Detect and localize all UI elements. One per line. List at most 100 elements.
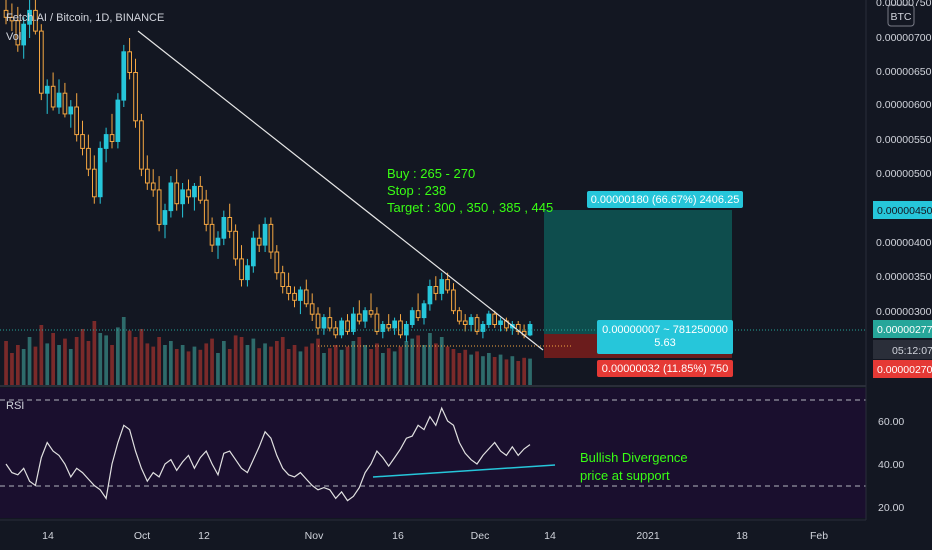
candle-body xyxy=(203,199,209,225)
rsi-divergence-line xyxy=(372,464,556,478)
time-tick: 16 xyxy=(392,530,404,542)
candle-body xyxy=(427,286,433,305)
candle-body xyxy=(315,313,321,329)
candle-body xyxy=(56,92,62,108)
time-tick: 14 xyxy=(544,530,556,542)
volume-bar xyxy=(169,341,173,385)
volume-bar xyxy=(239,337,244,385)
candle-body xyxy=(356,313,362,322)
volume-bar xyxy=(92,321,97,385)
candle-body xyxy=(139,120,144,170)
volume-bar xyxy=(322,353,326,385)
candle-body xyxy=(345,320,350,332)
volume-bar xyxy=(157,337,161,385)
time-tick: 2021 xyxy=(636,530,660,542)
rsi-line xyxy=(5,406,531,502)
volume-bar xyxy=(263,343,267,385)
risk-label: 0.00000032 (11.85%) 750 xyxy=(602,363,728,375)
volume-bar xyxy=(280,337,285,385)
volume-bar xyxy=(316,338,320,385)
volume-bar xyxy=(39,325,44,385)
volume-bar xyxy=(233,335,238,385)
time-axis-ticks: 14 Oct 12 Nov 16 Dec 14 2021 18 Feb xyxy=(42,530,828,542)
candle-body xyxy=(33,9,38,32)
volume-bar xyxy=(204,343,209,385)
candle-body xyxy=(92,168,97,198)
candle-body xyxy=(21,23,26,46)
candle-body xyxy=(415,310,421,319)
target-label-box xyxy=(587,191,743,208)
volume-bar xyxy=(428,333,432,385)
target-price-label-box xyxy=(873,201,932,219)
candle-body xyxy=(44,85,50,94)
volume-bar xyxy=(516,361,521,385)
volume-bar xyxy=(27,337,32,385)
price-tick: 0.00000650 xyxy=(876,66,932,78)
volume-bar xyxy=(269,346,273,385)
trend-line[interactable] xyxy=(137,30,544,351)
volume-bar xyxy=(339,349,344,385)
price-tick: 0.00000600 xyxy=(876,99,932,111)
volume-bar xyxy=(145,343,150,385)
volume-bar xyxy=(98,333,103,385)
candle-body xyxy=(251,237,256,267)
candle-body xyxy=(215,237,221,246)
trade-plan-stop: Stop : 238 xyxy=(387,183,446,198)
currency-badge[interactable] xyxy=(887,4,915,27)
rsi-note-line2: price at support xyxy=(580,468,670,483)
price-tick: 0.00000750 xyxy=(876,0,932,9)
volume-bar xyxy=(68,349,73,385)
time-tick: 14 xyxy=(42,530,54,542)
candle-body xyxy=(115,99,121,142)
volume-bar xyxy=(63,338,67,385)
candle-body xyxy=(351,313,356,332)
candle-body xyxy=(451,289,456,312)
target-label: 0.00000180 (66.67%) 2406.25 xyxy=(591,194,740,206)
volume-bar xyxy=(245,345,250,385)
candle-body xyxy=(256,237,262,246)
volume-bar xyxy=(398,346,403,385)
volume-bar xyxy=(21,349,26,385)
candle-body xyxy=(462,320,468,325)
countdown-box xyxy=(873,340,932,359)
risk-label-box xyxy=(597,360,733,377)
volume-bar xyxy=(227,349,232,385)
candle-body xyxy=(339,320,344,336)
candle-body xyxy=(133,72,138,122)
volume-bar xyxy=(328,348,332,385)
candle-body xyxy=(39,30,44,94)
price-tick: 0.00000350 xyxy=(876,271,932,283)
volume-bar xyxy=(504,359,509,385)
current-price-label-box xyxy=(873,320,932,338)
entry-label-line2: 5.63 xyxy=(654,337,675,349)
candle-body xyxy=(15,20,21,46)
candle-body xyxy=(480,324,486,332)
volume-bar xyxy=(163,345,167,385)
volume-bar xyxy=(381,353,385,385)
candle-body xyxy=(468,317,474,326)
volume-bar xyxy=(216,353,220,385)
candle-body xyxy=(333,327,339,336)
entry-label-line1: 0.00000007 ~ 781250000 xyxy=(602,324,728,336)
volume-bar xyxy=(375,343,379,385)
current-price-label: 0.00000277 xyxy=(877,324,932,336)
volume-bar xyxy=(404,341,409,385)
rsi-note-line1: Bullish Divergence xyxy=(580,450,688,465)
target-zone xyxy=(544,210,732,334)
volume-bar xyxy=(469,354,473,385)
volume-bar xyxy=(104,335,108,385)
candle-body xyxy=(174,182,180,205)
volume-bar xyxy=(174,349,179,385)
candle-body xyxy=(103,134,109,149)
currency-badge-label: BTC xyxy=(891,11,912,23)
candle-body xyxy=(62,92,68,115)
time-axis-background[interactable] xyxy=(0,520,932,550)
price-tick: 0.00000700 xyxy=(876,32,932,44)
candle-body xyxy=(68,106,74,115)
volume-bar xyxy=(16,345,20,385)
candle-body xyxy=(303,289,309,305)
candle-body xyxy=(209,223,215,246)
candle-body xyxy=(127,51,133,73)
price-axis-background[interactable] xyxy=(866,0,932,550)
